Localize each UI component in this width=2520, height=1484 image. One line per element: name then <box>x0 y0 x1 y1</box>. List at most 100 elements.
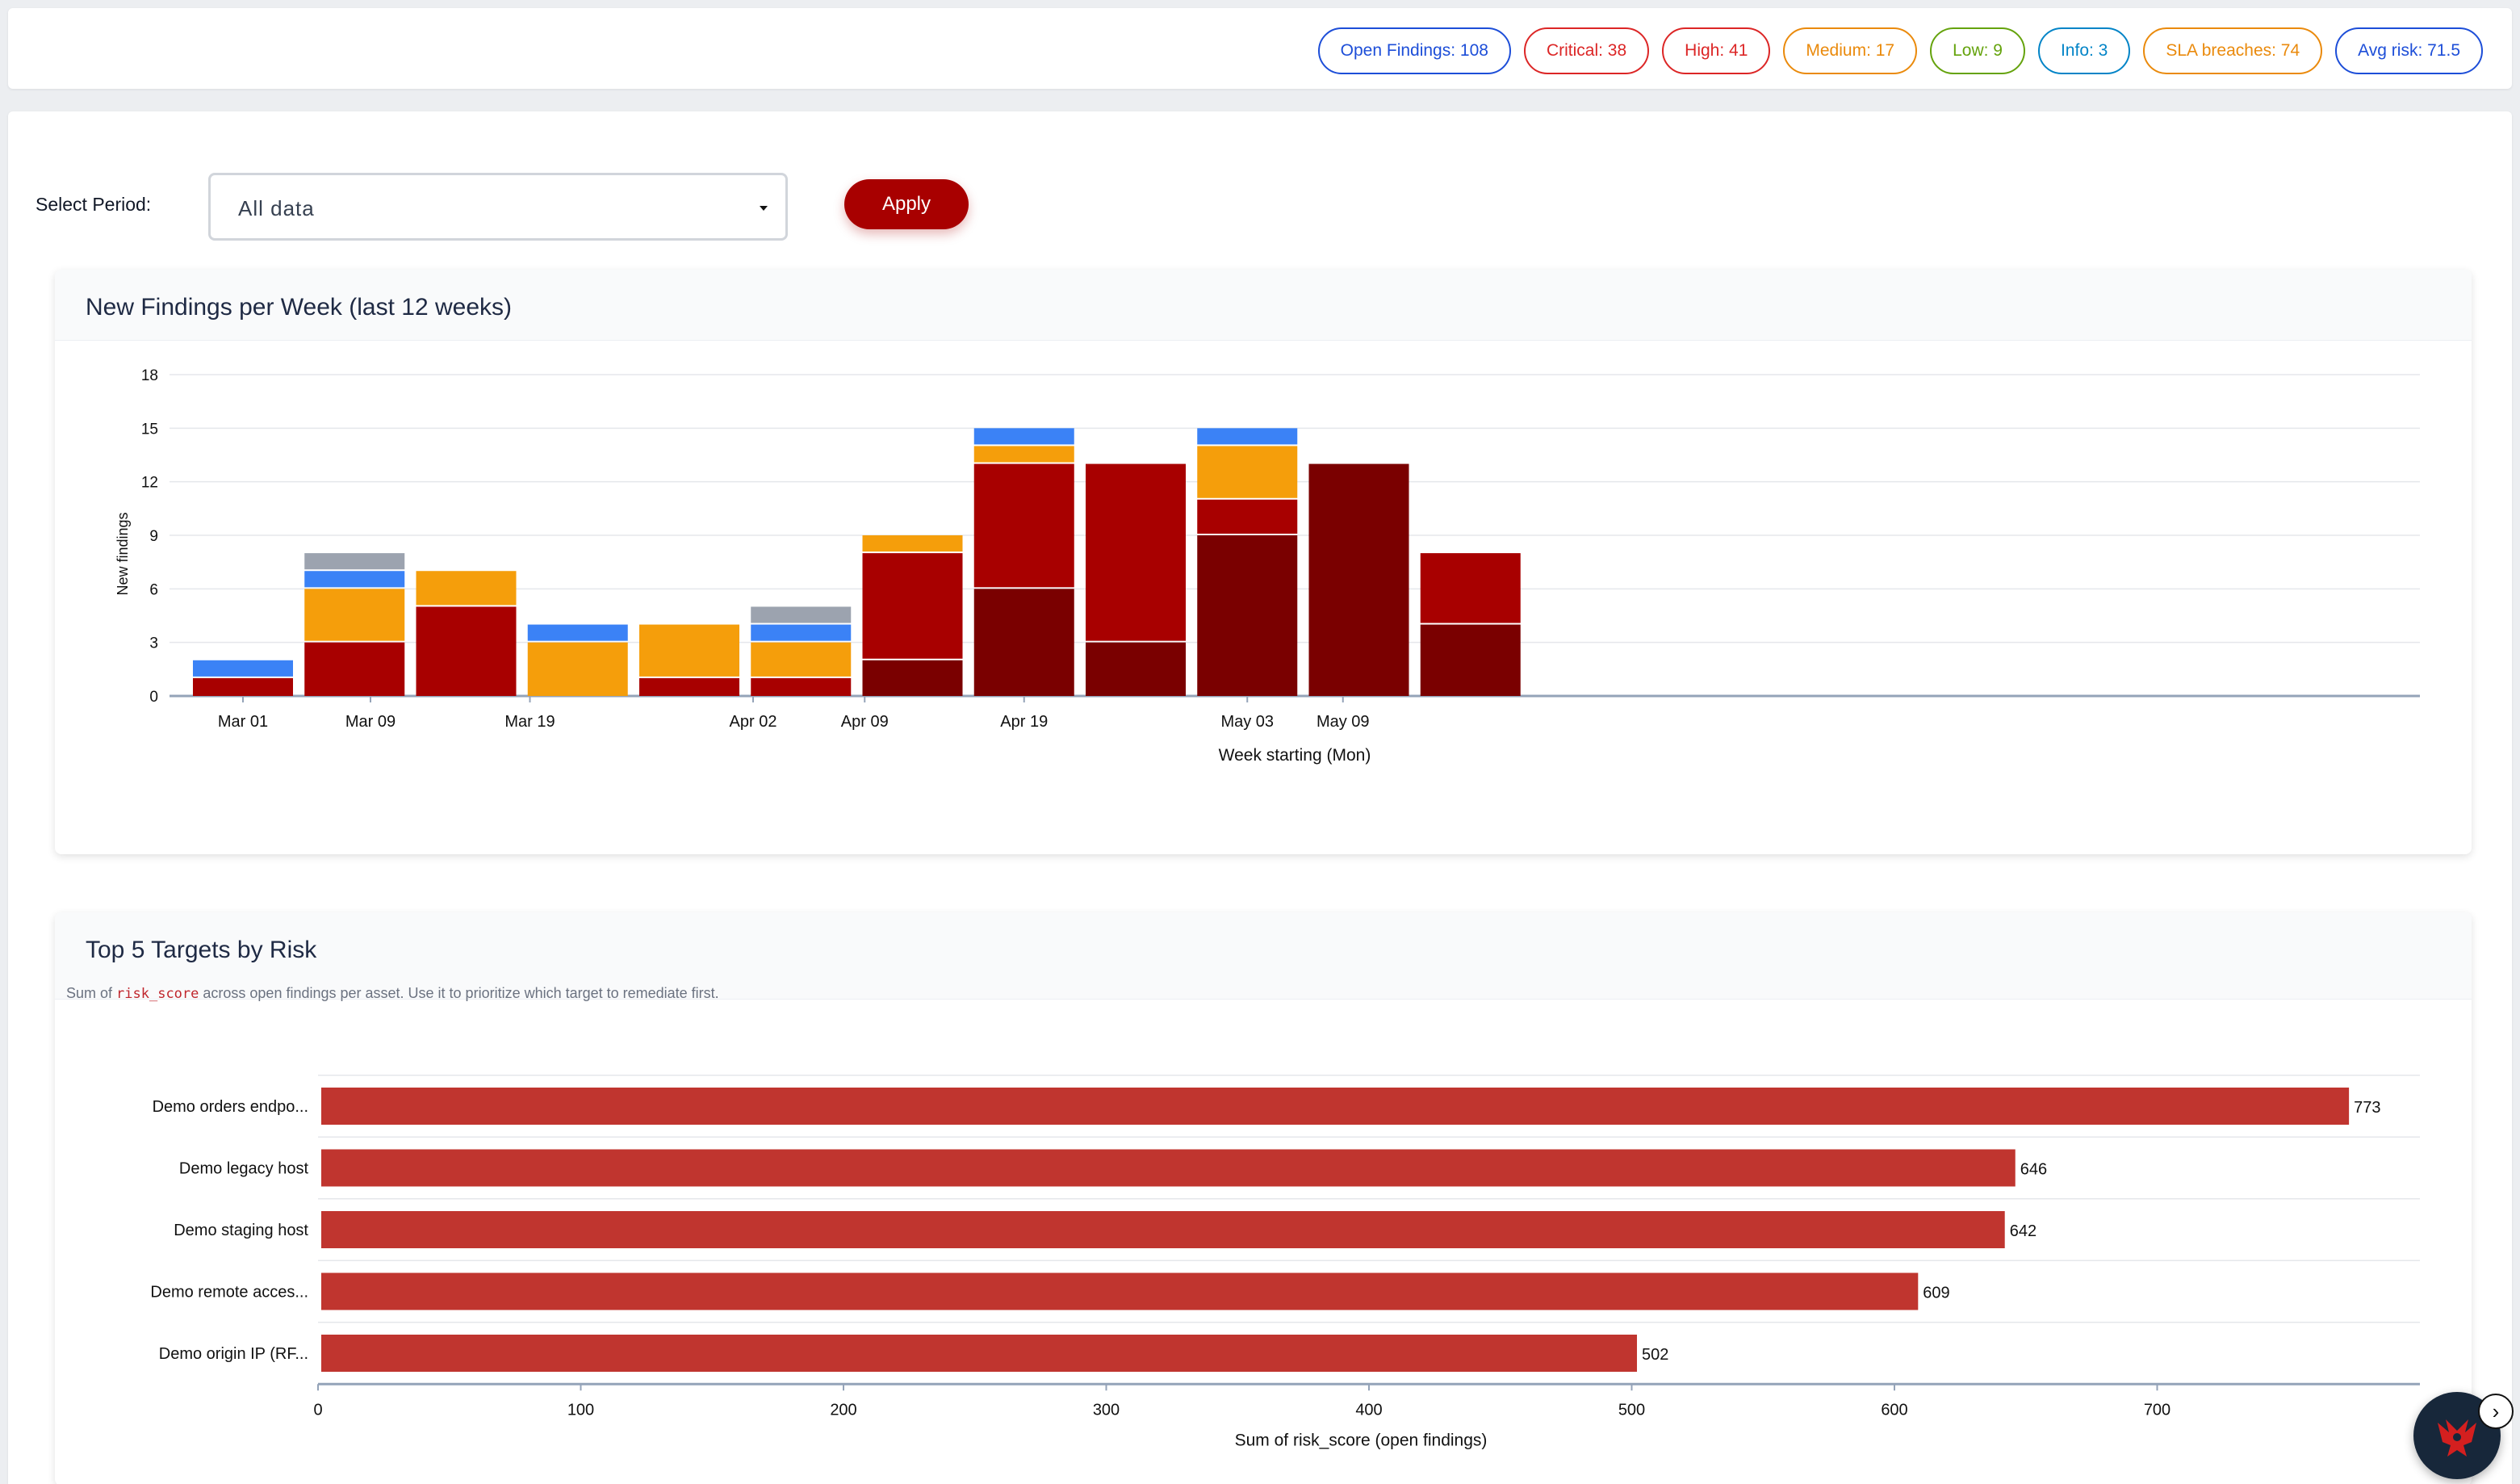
summary-badges: Open Findings: 108 Critical: 38 High: 41 Me… <box>1317 27 2483 74</box>
bar-segment <box>416 606 517 696</box>
risk-value-label: 646 <box>2020 1161 2047 1179</box>
assistant-launcher[interactable] <box>2413 1392 2501 1479</box>
target-label: Demo orders endpo... <box>153 1098 308 1116</box>
x-tick-label: 100 <box>567 1401 594 1419</box>
x-tick-label: 500 <box>1618 1401 1645 1419</box>
bar-segment <box>751 677 852 696</box>
risk-bar <box>321 1211 2005 1248</box>
weekly-findings-header: New Findings per Week (last 12 weeks) <box>55 270 2472 341</box>
target-label: Demo remote acces... <box>150 1284 308 1302</box>
bar-segment <box>751 624 852 641</box>
bar-segment <box>193 660 293 677</box>
summary-badge[interactable]: High: 41 <box>1662 27 1771 74</box>
summary-badge[interactable]: Avg risk: 71.5 <box>2335 27 2483 74</box>
summary-badge[interactable]: Critical: 38 <box>1523 27 1650 74</box>
risk-bar <box>321 1335 1638 1372</box>
x-tick-label: Apr 09 <box>841 713 889 731</box>
summary-badge[interactable]: Low: 9 <box>1930 27 2025 74</box>
weekly-findings-title: New Findings per Week (last 12 weeks) <box>86 294 512 321</box>
x-tick-label: May 03 <box>1220 713 1274 731</box>
x-tick-label: 200 <box>830 1401 856 1419</box>
summary-badge[interactable]: Open Findings: 108 <box>1317 27 1511 74</box>
x-axis-title: Week starting (Mon) <box>1219 746 1371 765</box>
y-tick-label: 9 <box>149 528 158 545</box>
bar-segment <box>1420 553 1521 623</box>
bar-segment <box>527 624 628 641</box>
bar-segment <box>1420 624 1521 696</box>
desc-prefix: Sum of <box>66 985 117 1001</box>
bar-segment <box>416 571 517 606</box>
top-targets-title: Top 5 Targets by Risk <box>86 937 317 963</box>
risk-bar <box>321 1272 1919 1310</box>
bar-segment <box>1308 463 1409 696</box>
y-tick-label: 12 <box>141 475 158 492</box>
summary-badge[interactable]: Medium: 17 <box>1783 27 1918 74</box>
bar-segment <box>973 589 1074 696</box>
x-tick-label: Mar 19 <box>504 713 555 731</box>
top-targets-chart: Demo orders endpo... 773 Demo legacy host 6… <box>150 1075 2420 1449</box>
top-targets-header: Top 5 Targets by Risk Sum of risk_score … <box>55 912 2472 1002</box>
x-tick-label: 700 <box>2144 1401 2170 1419</box>
risk-bar <box>321 1088 2350 1125</box>
target-label: Demo origin IP (RF... <box>159 1345 308 1363</box>
period-select[interactable]: All data <box>208 173 788 241</box>
weekly-findings-chart: 0 3 6 9 12 15 18 Mar 01 Mar 09 Mar 19 Apr 02 Apr 09… <box>115 367 2420 765</box>
y-tick-label: 18 <box>141 367 158 384</box>
bar-segment <box>304 553 405 570</box>
apply-button[interactable]: Apply <box>844 179 969 229</box>
risk-value-label: 773 <box>2354 1099 2380 1117</box>
y-tick-label: 6 <box>149 581 158 598</box>
top-targets-card: Top 5 Targets by Risk Sum of risk_score … <box>55 912 2472 1484</box>
chevron-down-icon <box>760 206 768 211</box>
y-axis-title: New findings <box>115 512 131 595</box>
bar-segment <box>1086 463 1186 641</box>
summary-badge[interactable]: Info: 3 <box>2037 27 2131 74</box>
bar-segment <box>973 463 1074 588</box>
target-label: Demo legacy host <box>179 1160 309 1178</box>
risk-value-label: 502 <box>1642 1346 1668 1364</box>
summary-badge[interactable]: SLA breaches: 74 <box>2143 27 2323 74</box>
bar-segment <box>639 624 739 677</box>
bar-segment <box>973 428 1074 445</box>
x-tick-label: Mar 09 <box>345 713 396 731</box>
summary-bar: Open Findings: 108 Critical: 38 High: 41 Me… <box>8 8 2512 89</box>
x-tick-label: 400 <box>1355 1401 1382 1419</box>
bar-segment <box>862 553 963 659</box>
x-tick-label: Apr 02 <box>730 713 777 731</box>
x-tick-label: Mar 01 <box>218 713 268 731</box>
period-label: Select Period: <box>36 194 152 215</box>
bar-segment <box>862 660 963 696</box>
x-tick-label: 600 <box>1881 1401 1907 1419</box>
desc-suffix: across open findings per asset. Use it t… <box>199 985 719 1001</box>
chevron-right-icon[interactable]: › <box>2478 1394 2514 1429</box>
bar-segment <box>193 677 293 696</box>
bar-segment <box>1086 642 1186 696</box>
bar-segment <box>751 606 852 623</box>
x-axis-title: Sum of risk_score (open findings) <box>1235 1431 1488 1449</box>
x-tick-label: May 09 <box>1317 713 1370 731</box>
red-bird-logo-icon <box>2438 1419 2476 1457</box>
bar-segment <box>973 446 1074 463</box>
main-panel: Select Period: All data Apply New Findin… <box>8 111 2512 1484</box>
bar-segment <box>527 642 628 696</box>
target-label: Demo staging host <box>174 1222 308 1239</box>
bar-segment <box>1197 428 1298 445</box>
weekly-findings-card: New Findings per Week (last 12 weeks) 0 3… <box>55 270 2472 854</box>
x-tick-label: Apr 19 <box>1000 713 1048 731</box>
y-tick-label: 0 <box>149 689 158 706</box>
x-tick-label: 300 <box>1093 1401 1120 1419</box>
risk-value-label: 642 <box>2010 1222 2037 1240</box>
risk-bar <box>321 1149 2016 1187</box>
bar-segment <box>304 571 405 588</box>
bar-segment <box>862 535 963 552</box>
desc-code: risk_score <box>116 986 199 1002</box>
bar-segment <box>1197 446 1298 498</box>
bar-segment <box>1197 535 1298 696</box>
period-select-value: All data <box>238 196 315 220</box>
bar-segment <box>304 642 405 696</box>
y-tick-label: 3 <box>149 635 158 652</box>
x-tick-label: 0 <box>313 1401 322 1419</box>
bar-segment <box>751 642 852 677</box>
bar-segment <box>1197 499 1298 534</box>
bar-segment <box>639 677 739 696</box>
